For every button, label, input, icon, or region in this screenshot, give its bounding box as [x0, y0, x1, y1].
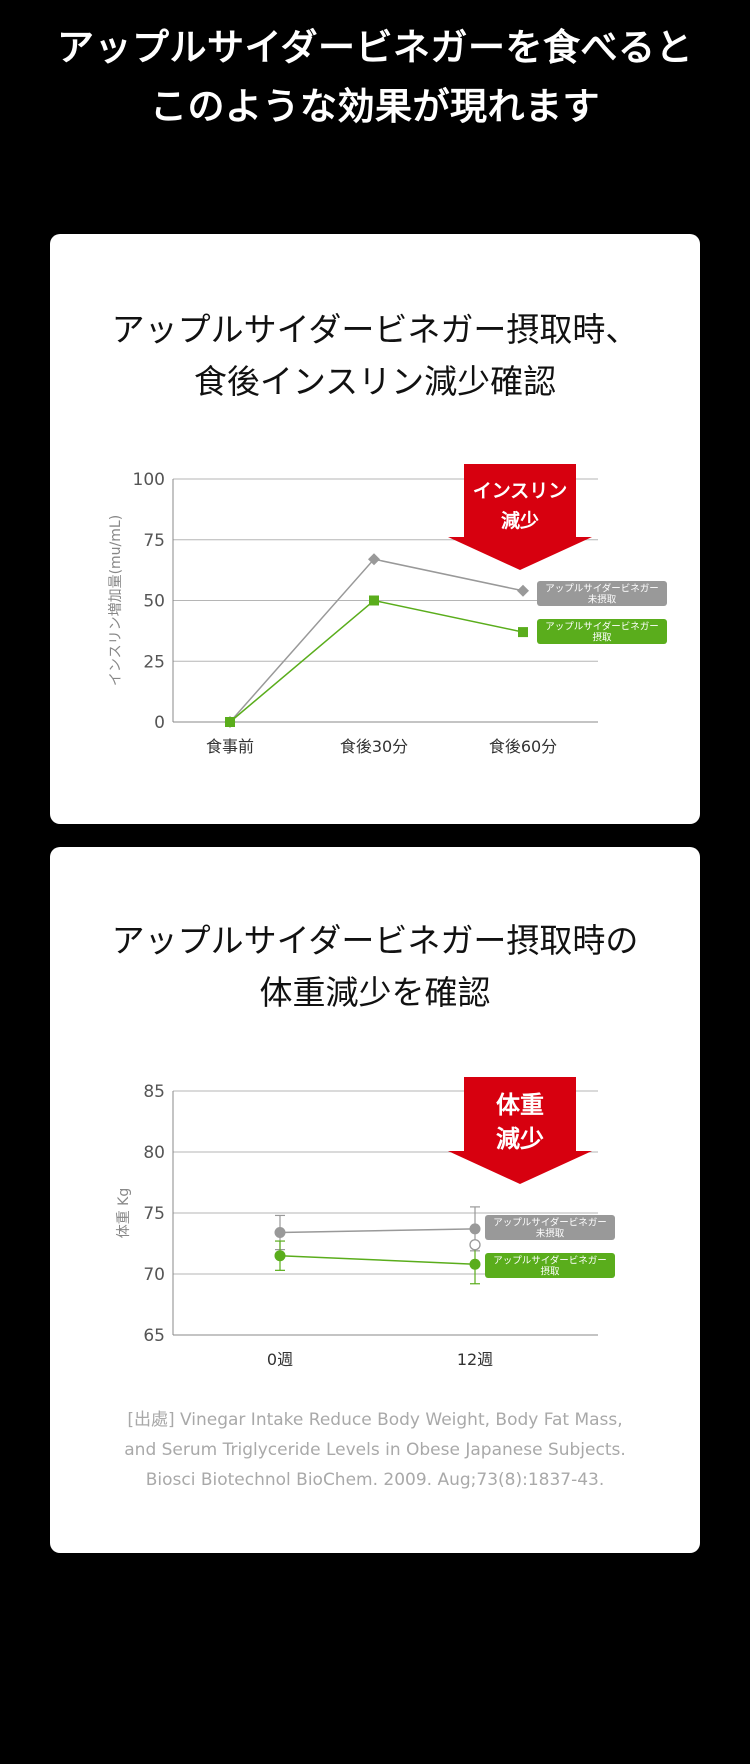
- data-point: [225, 717, 235, 727]
- callout-label-line-1: インスリン: [473, 480, 568, 502]
- legend-label-line-2: 摂取: [592, 632, 612, 644]
- weight-title-line-1: アップルサイダービネガー摂取時の: [111, 921, 639, 960]
- y-tick-label: 50: [143, 592, 165, 612]
- x-tick-label: 食事前: [206, 737, 254, 756]
- source-line-2: and Serum Triglyceride Levels in Obese J…: [124, 1440, 626, 1460]
- data-point: [469, 1258, 481, 1270]
- legend-label-line-2: 摂取: [540, 1266, 560, 1278]
- callout-label-line-1: 体重: [496, 1091, 544, 1119]
- data-point: [369, 595, 379, 606]
- y-tick-label: 75: [143, 531, 165, 551]
- weight-chart-card: アップルサイダービネガー摂取時の 体重減少を確認 65 70 75 80 85 体重 Kg…: [50, 847, 700, 1553]
- legend-box: [485, 1253, 615, 1278]
- legend-label-line-1: アップルサイダービネガー: [545, 583, 659, 595]
- callout-arrow: [448, 1077, 592, 1184]
- data-point: [368, 553, 380, 566]
- callout-arrow: [448, 464, 592, 570]
- data-point: [469, 1223, 481, 1235]
- hollow-data-point: [469, 1239, 481, 1251]
- legend-label-line-2: 未摂取: [588, 594, 617, 606]
- x-tick-label: 食後60分: [489, 737, 557, 756]
- y-axis-label: 体重 Kg: [116, 1188, 132, 1239]
- y-tick-label: 75: [143, 1204, 165, 1224]
- y-tick-label: 70: [143, 1265, 165, 1285]
- insulin-line-chart: 0 25 50 75 100 インスリン増加量(mu/mL) 食事前 食後30分 食後60分 イン…: [108, 464, 667, 756]
- legend-label-line-1: アップルサイダービネガー: [493, 1255, 607, 1267]
- y-tick-label: 85: [143, 1082, 165, 1102]
- callout-label-line-2: 減少: [501, 509, 539, 532]
- y-tick-label: 100: [133, 470, 165, 490]
- y-tick-label: 25: [143, 652, 165, 672]
- y-tick-label: 80: [143, 1143, 165, 1163]
- series-line: [229, 558, 524, 723]
- legend-label-line-2: 未摂取: [536, 1228, 565, 1240]
- page-headline: アップルサイダービネガーを食べると このような効果が現れます: [0, 18, 750, 136]
- insulin-chart-card: アップルサイダービネガー摂取時、 食後インスリン減少確認 0 25 50 75 100 イ…: [50, 234, 700, 824]
- headline-line-2: このような効果が現れます: [150, 85, 600, 128]
- y-tick-label: 0: [154, 713, 165, 733]
- headline-line-1: アップルサイダービネガーを食べると: [56, 26, 694, 69]
- legend-box: [485, 1215, 615, 1240]
- source-citation: [出處] Vinegar Intake Reduce Body Weight, …: [50, 1405, 700, 1495]
- callout-label-line-2: 減少: [496, 1125, 544, 1153]
- x-tick-label: 12週: [457, 1350, 493, 1369]
- series-line: [279, 1254, 476, 1265]
- source-line-1: [出處] Vinegar Intake Reduce Body Weight, …: [127, 1410, 623, 1430]
- y-axis-label: インスリン増加量(mu/mL): [108, 515, 124, 686]
- legend-box: [537, 619, 667, 644]
- y-tick-label: 65: [143, 1326, 165, 1346]
- legend-label-line-1: アップルサイダービネガー: [545, 621, 659, 633]
- x-tick-label: 食後30分: [340, 737, 408, 756]
- data-point: [274, 1250, 286, 1262]
- source-line-3: Biosci Biotechnol BioChem. 2009. Aug;73(…: [145, 1470, 605, 1490]
- x-tick-label: 0週: [267, 1350, 293, 1369]
- insulin-chart-title: アップルサイダービネガー摂取時、 食後インスリン減少確認: [50, 304, 700, 408]
- legend-label-line-1: アップルサイダービネガー: [493, 1217, 607, 1229]
- insulin-title-line-1: アップルサイダービネガー摂取時、: [111, 310, 639, 349]
- data-point: [274, 1227, 286, 1239]
- series-line: [279, 1228, 476, 1234]
- data-point: [518, 627, 528, 638]
- data-point: [517, 584, 529, 597]
- legend-box: [537, 581, 667, 606]
- insulin-title-line-2: 食後インスリン減少確認: [193, 362, 557, 401]
- weight-title-line-2: 体重減少を確認: [259, 973, 491, 1012]
- weight-chart-title: アップルサイダービネガー摂取時の 体重減少を確認: [50, 915, 700, 1019]
